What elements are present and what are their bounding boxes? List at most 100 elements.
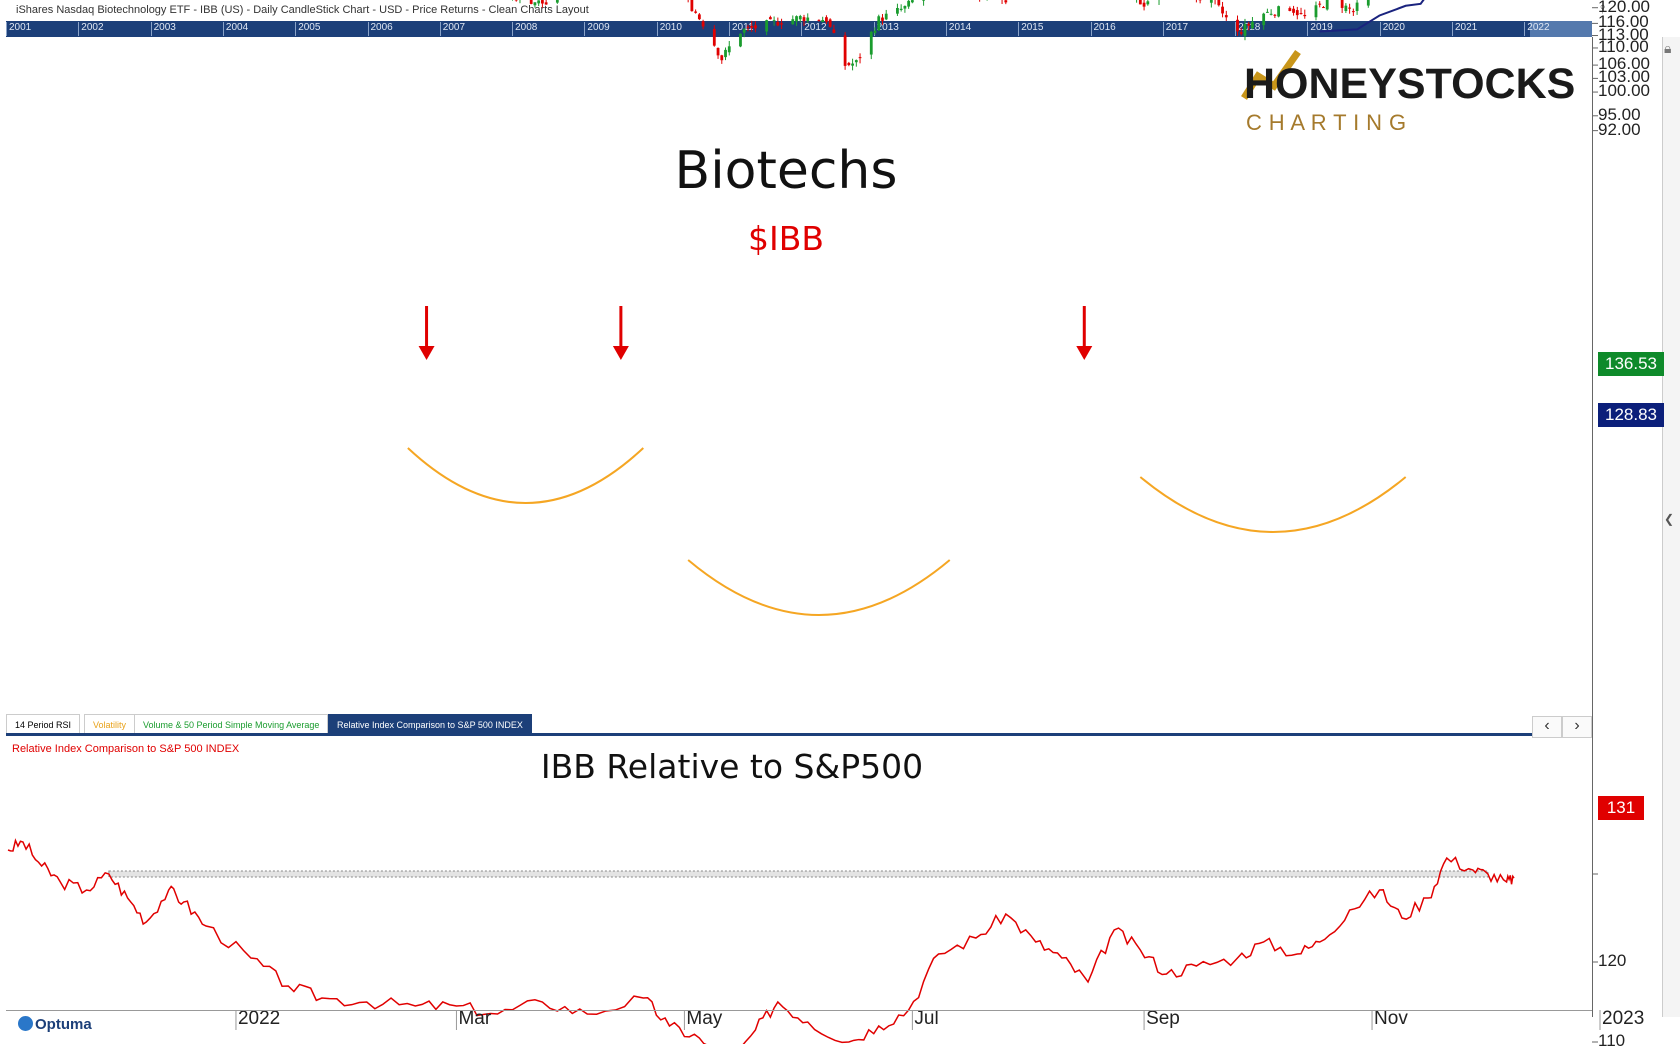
date-axis-label: Mar [458,1008,491,1030]
tab-prev-button[interactable]: ‹ [1532,716,1562,738]
candle-body [1225,15,1228,17]
candle-body [773,20,776,21]
candle-body [877,16,880,30]
date-axis-label: Nov [1374,1008,1408,1030]
relative-axis-label: 110 [1598,1031,1625,1051]
moving-average-badge: 128.83 [1598,403,1664,427]
date-axis-label: May [686,1008,722,1030]
chart-title: Biotechs [675,141,898,201]
candle-body [769,17,772,19]
indicator-tab[interactable]: Volume & 50 Period Simple Moving Average [134,714,328,735]
candle-body [1341,0,1344,8]
candle-body [717,48,720,55]
candle-body [803,17,806,21]
candle-body [1240,32,1243,34]
svg-text:C H A R T I: C H A R T I N G [1246,110,1406,135]
candle-body [870,32,873,55]
rounding-bottom-arc [1140,477,1405,532]
indicator-tab[interactable]: Relative Index Comparison to S&P 500 IND… [328,714,532,735]
candle-body [1273,15,1276,16]
candle-body [874,31,877,33]
rounding-bottom-arc [688,560,950,615]
candle-body [1348,8,1351,9]
candle-body [776,22,779,25]
candle-body [825,17,828,22]
candle-body [896,8,899,14]
candle-body [1217,0,1220,5]
candle-body [541,0,544,3]
candle-body [904,6,907,9]
candle-body [694,11,697,12]
candle-body [747,27,750,28]
date-axis-label: Sep [1146,1008,1180,1030]
candle-body [1367,0,1370,6]
candle-body [690,0,693,11]
candle-body [907,1,910,7]
candle-body [556,0,559,3]
lower-panel-label: Relative Index Comparison to S&P 500 IND… [12,743,239,755]
logo-mark: HONEYSTOCKS C H A R T I N G [1236,46,1576,136]
down-arrow-head [613,346,629,360]
lower-panel-title: IBB Relative to S&P500 [541,747,923,786]
candle-body [1247,24,1250,26]
candle-body [1352,11,1355,12]
candle-body [1266,12,1269,13]
candle-body [720,55,723,60]
candle-body [1146,1,1149,4]
candle-body [881,18,884,21]
candle-body [724,50,727,57]
svg-text:HONEYSTOCKS: HONEYSTOCKS [1244,60,1575,108]
candle-body [1244,24,1247,36]
candle-body [859,57,862,58]
candle-body [1143,3,1146,7]
candle-body [1303,15,1306,16]
relative-resistance-band [109,871,1488,877]
candle-body [829,19,832,26]
candle-body [799,16,802,19]
price-axis-label: 92.00 [1598,120,1641,140]
candle-body [713,29,716,46]
candle-body [1300,13,1303,14]
candle-body [1288,8,1291,11]
down-arrow-head [419,346,435,360]
candle-body [1270,14,1273,15]
candle-body [698,14,701,19]
tab-next-button[interactable]: › [1562,716,1592,738]
candle-body [922,0,925,1]
candle-body [1236,20,1239,32]
candle-body [1322,7,1325,8]
candle-body [1210,0,1213,3]
candle-body [754,25,757,28]
moving-average-line [1320,0,1514,31]
indicator-tab[interactable]: 14 Period RSI [6,714,80,735]
last-price-badge: 136.53 [1598,352,1664,376]
candle-body [1315,5,1318,17]
rounding-bottom-arc [408,448,643,503]
panel-separator[interactable] [6,733,1592,736]
relative-value-badge: 131 [1598,796,1644,820]
candle-body [534,2,537,5]
date-axis-border [6,1010,1592,1011]
relative-axis-label: 120 [1598,951,1626,971]
candle-body [728,46,731,52]
candle-body [743,29,746,32]
price-axis-label: 100.00 [1598,81,1650,101]
optuma-brand: Optuma [18,1016,92,1033]
candle-body [750,26,753,28]
candle-body [911,0,914,2]
candle-body [739,34,742,47]
candle-body [791,19,794,24]
candle-body [1318,4,1321,5]
candle-body [1326,0,1329,9]
chart-subtitle: $IBB [748,219,824,258]
optuma-label: Optuma [35,1016,92,1033]
candle-body [844,35,847,65]
candle-body [537,0,540,3]
candle-body [1251,22,1254,28]
candle-body [818,20,821,21]
indicator-tab[interactable]: Volatility [84,714,135,735]
candle-body [832,29,835,32]
candle-body [702,21,705,26]
